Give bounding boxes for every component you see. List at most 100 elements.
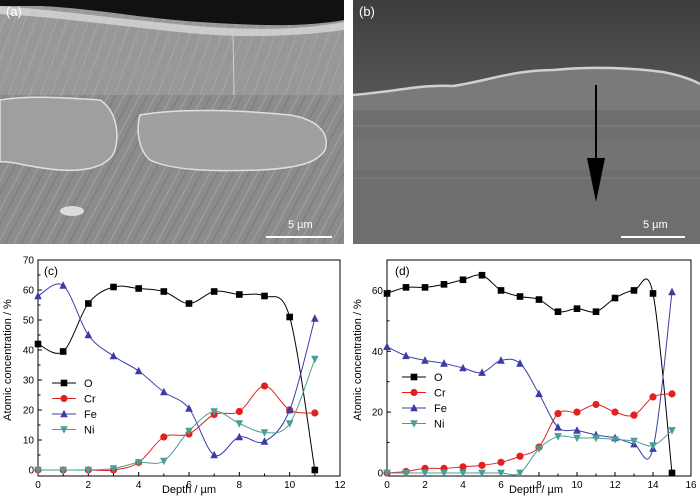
chart-c-point-cr [235,407,243,416]
chart-c-point-o [110,283,117,291]
chart-c-point-ni [59,466,67,475]
chart-d-legend-item: Cr [402,388,446,400]
chart-d-ytick-label: 60 [372,286,384,297]
chart-d-point-ni [402,469,410,478]
chart-d-series-o [383,271,676,477]
chart-c-point-cr [160,433,168,441]
chart-d-point-o [630,287,638,294]
chart-c-series-fe [34,281,319,459]
chart-d-point-o [611,294,619,302]
chart-d-point-o [440,281,448,288]
chart-d-line-ni [387,429,673,476]
chart-d-point-cr [554,410,562,418]
chart-d-xtick-label: 12 [609,480,621,491]
micrograph-b-scale-bar [621,236,685,238]
chart-d-xtick-label: 2 [422,480,428,491]
chart-c-point-ni [160,457,168,466]
chart-c-point-ni [285,420,294,428]
chart-c-point-fe [285,405,294,414]
chart-d-xtick-label: 16 [685,480,697,491]
chart-d-point-fe [459,363,467,372]
chart-c-series-o [34,283,319,474]
chart-c-point-fe [109,351,118,360]
chart-c-point-cr [260,382,269,390]
chart-d-point-ni [630,437,638,446]
chart-d-legend-label: Cr [434,388,446,400]
chart-c-xlabel: Depth / µm [162,484,216,496]
chart-c-point-o [160,288,168,295]
chart-c-point-o [185,300,193,307]
chart-d-point-o [497,287,505,294]
chart-d-series-fe [383,287,676,460]
chart-c-legend-label: Cr [84,394,96,406]
chart-d-point-fe [383,342,391,351]
chart-c-legend-marker [60,379,68,387]
chart-c-point-o [311,466,319,474]
chart-d-point-fe [573,426,581,434]
chart-c-xtick-label: 12 [334,480,346,491]
chart-c-ytick-label: 20 [23,406,35,417]
depth-profile-chart-c: (c) Depth / µm Atomic concentration / % … [2,256,346,496]
chart-c-point-ni [109,465,118,473]
chart-d-point-cr [573,408,581,416]
chart-d-legend-item: Fe [402,403,447,415]
chart-c-point-o [135,285,142,292]
chart-c-point-fe [134,366,143,375]
chart-c-ytick-label: 70 [23,256,35,267]
chart-c-point-ni [185,427,193,436]
chart-c-line-o [37,285,316,471]
chart-d-xtick-label: 14 [647,480,659,491]
chart-d-point-o [573,305,581,312]
chart-c-ytick-label: 60 [23,286,35,297]
chart-d-point-fe [668,287,676,296]
chart-d-point-o [668,469,676,477]
chart-d-point-ni [668,427,676,435]
chart-c-point-o [286,313,293,321]
chart-d-legend-label: O [434,372,443,384]
chart-c-legend-marker [60,426,68,434]
chart-c-point-ni [84,466,93,475]
chart-c-line-fe [37,283,316,457]
chart-c-point-fe [311,314,319,322]
chart-c-xtick-label: 0 [35,480,41,491]
chart-c-legend-marker [60,394,68,403]
chart-c-xtick-label: 4 [136,480,142,491]
chart-c-point-ni [34,466,42,475]
chart-d-point-cr [459,463,467,471]
chart-d-point-o [535,296,543,303]
chart-c-point-fe [260,437,269,445]
chart-c-series-cr [34,382,319,474]
chart-d-point-fe [516,359,524,367]
chart-d-legend-item: O [402,372,443,384]
chart-d-ytick-label: 40 [372,347,384,358]
chart-c-legend-item: Ni [52,425,94,437]
chart-c-point-ni [210,408,218,416]
chart-d-point-fe [478,368,486,376]
chart-c-ytick-label: 50 [23,316,35,327]
micrograph-a: (a) 5 µm [0,0,344,244]
chart-c-ytick-label: 30 [23,376,35,387]
chart-c-xtick-label: 10 [284,480,296,491]
chart-d-point-cr [516,452,524,460]
chart-d-point-o [649,290,657,297]
micrograph-b-label: (b) [359,4,375,19]
chart-d-line-o [386,274,673,474]
chart-c-point-ni [260,429,269,437]
chart-d-ylabel: Atomic concentration / % [352,299,364,421]
chart-d-point-ni [611,436,619,444]
chart-d-xtick-label: 10 [571,480,583,491]
chart-c-legend-label: Ni [84,425,94,437]
chart-c-point-ni [235,420,244,428]
chart-c-xtick-label: 6 [186,480,192,491]
chart-c-point-o [210,288,218,295]
chart-d-line-cr [386,393,673,474]
chart-c-point-o [261,292,268,300]
chart-d-point-cr [611,408,619,416]
chart-d-series-cr [383,390,676,477]
chart-d-line-fe [386,291,673,460]
chart-d-point-o [421,284,429,291]
chart-d-xtick-label: 0 [384,480,390,491]
chart-c-point-ni [311,355,319,364]
micrograph-b-scale-text: 5 µm [643,219,668,231]
chart-d-point-ni [383,469,391,478]
